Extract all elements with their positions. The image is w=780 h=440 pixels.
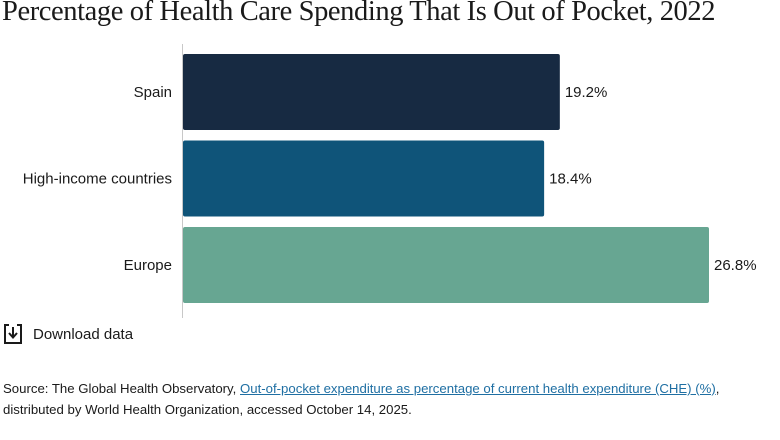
source-link[interactable]: Out-of-pocket expenditure as percentage …	[240, 381, 716, 396]
value-label: 18.4%	[549, 171, 592, 188]
bar-spain	[183, 54, 560, 130]
source-prefix: Source: The Global Health Observatory,	[3, 381, 241, 396]
bar-europe	[183, 227, 709, 303]
download-data-button[interactable]: Download data	[3, 323, 133, 345]
source-note: Source: The Global Health Observatory, O…	[3, 378, 778, 420]
bar-chart: Spain 19.2% High-income countries 18.4% Euro…	[23, 44, 757, 318]
category-label: Spain	[134, 84, 172, 101]
bar-high-income-countries	[183, 140, 545, 217]
value-label: 19.2%	[565, 84, 608, 101]
category-label: High-income countries	[23, 171, 172, 188]
value-label: 26.8%	[714, 257, 757, 274]
chart-title: Percentage of Health Care Spending That …	[2, 0, 716, 27]
source-suffix: , distributed by World Health Organizati…	[3, 381, 720, 417]
category-label: Europe	[124, 257, 172, 274]
download-icon	[4, 324, 22, 344]
download-data-label: Download data	[33, 325, 134, 343]
